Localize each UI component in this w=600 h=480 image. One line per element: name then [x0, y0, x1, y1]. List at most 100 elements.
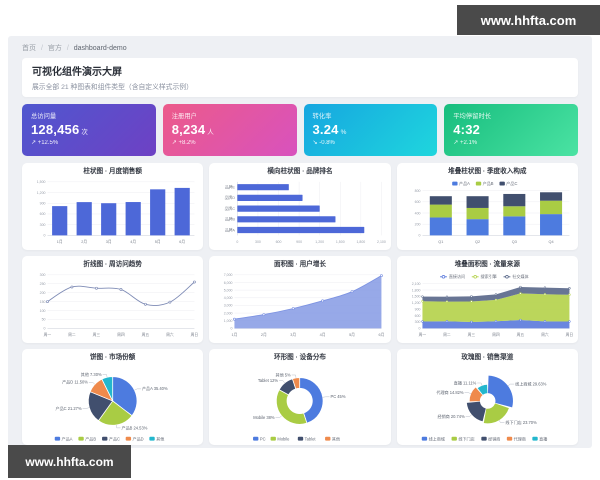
- bar[interactable]: [237, 226, 365, 233]
- chart-canvas-0[interactable]: 0 300 600 900 1,200 1,500 1月 2月 3月 4月 5月 6月: [27, 176, 198, 248]
- data-point[interactable]: [46, 299, 49, 303]
- chart-card: 横向柱状图 · 品牌排名 0 300 600 900 1,200 1,500 1,800 2,1…: [209, 162, 391, 250]
- rose-slice[interactable]: [477, 384, 488, 395]
- svg-text:Q1: Q1: [438, 240, 443, 244]
- legend-item[interactable]: 直播: [531, 435, 547, 441]
- stacked-bar-segment[interactable]: [502, 193, 525, 206]
- stat-delta: ↗ +12.5%: [31, 140, 59, 146]
- rose-slice[interactable]: [466, 401, 486, 421]
- legend-item[interactable]: Mobile: [270, 436, 291, 441]
- bar[interactable]: [237, 183, 290, 190]
- svg-text:6月: 6月: [179, 239, 185, 244]
- watermark-top: www.hhfta.com: [457, 5, 600, 35]
- svg-text:0: 0: [44, 326, 46, 330]
- legend-item[interactable]: 产品A: [451, 180, 470, 186]
- legend-item[interactable]: 其他: [149, 435, 164, 441]
- bar[interactable]: [76, 201, 92, 235]
- legend-item[interactable]: 产品C: [499, 180, 517, 186]
- legend-item[interactable]: PC: [253, 436, 266, 441]
- svg-text:300: 300: [40, 273, 46, 277]
- legend-item[interactable]: 产品B: [78, 435, 96, 441]
- legend-item[interactable]: 经销商: [480, 435, 500, 441]
- stacked-bar-segment[interactable]: [429, 204, 452, 217]
- legend-item[interactable]: 产品C: [102, 435, 120, 441]
- breadcrumb-section[interactable]: 官方: [47, 45, 62, 52]
- legend-item[interactable]: 搜索引擎: [471, 273, 497, 279]
- breadcrumb-separator: /: [66, 45, 69, 52]
- stacked-bar-segment[interactable]: [539, 200, 562, 214]
- svg-text:产品C: 产品C: [109, 435, 120, 441]
- legend-item[interactable]: 产品B: [475, 180, 493, 186]
- bar[interactable]: [237, 204, 321, 212]
- stacked-bar-segment[interactable]: [539, 191, 562, 201]
- bar[interactable]: [150, 188, 166, 235]
- legend-item[interactable]: 线下门店: [451, 435, 474, 441]
- chart-canvas-1[interactable]: 0 300 600 900 1,200 1,500 1,800 2,100 品牌E 品牌D 品牌C 品…: [214, 176, 386, 248]
- data-point[interactable]: [380, 273, 384, 277]
- data-point[interactable]: [350, 289, 354, 293]
- bar[interactable]: [125, 201, 141, 235]
- bar[interactable]: [52, 205, 68, 235]
- stacked-bar-segment[interactable]: [502, 215, 525, 235]
- data-point[interactable]: [119, 287, 123, 291]
- legend-item[interactable]: 产品A: [54, 435, 73, 441]
- legend-item[interactable]: 社交媒体: [503, 273, 528, 279]
- legend-item[interactable]: 代理商: [506, 435, 526, 441]
- data-point[interactable]: [144, 302, 147, 306]
- bar[interactable]: [101, 202, 117, 235]
- rose-slice[interactable]: [487, 375, 513, 407]
- donut-slice[interactable]: [276, 388, 308, 425]
- stacked-bar-segment[interactable]: [502, 205, 525, 216]
- breadcrumb-home[interactable]: 首页: [22, 45, 36, 52]
- data-point[interactable]: [70, 285, 74, 288]
- rose-slice[interactable]: [469, 387, 483, 401]
- legend-item[interactable]: 其他: [325, 435, 340, 441]
- stacked-bar-segment[interactable]: [466, 218, 489, 235]
- svg-text:品牌D: 品牌D: [225, 195, 236, 200]
- stat-label: 转化率: [312, 112, 332, 120]
- svg-text:搜索引擎: 搜索引擎: [480, 273, 496, 279]
- bar[interactable]: [174, 187, 190, 235]
- bar[interactable]: [237, 215, 336, 222]
- donut-slice[interactable]: [292, 376, 301, 389]
- svg-text:周三: 周三: [467, 332, 475, 337]
- chart-canvas-2[interactable]: 产品A 产品B 产品C 0 200 400 600 800 Q1 Q2 Q3 Q4: [402, 176, 573, 248]
- bar[interactable]: [237, 194, 303, 201]
- svg-text:周一: 周一: [418, 332, 426, 337]
- data-point[interactable]: [168, 300, 172, 304]
- chart-card: 堆叠面积图 · 流量来源 直接访问 搜索引擎 社交媒体 0 300 600 900 1,200 1…: [396, 255, 578, 343]
- svg-text:周二: 周二: [443, 332, 451, 337]
- stacked-bar-segment[interactable]: [466, 195, 489, 208]
- svg-text:周二: 周二: [68, 332, 76, 337]
- legend-item[interactable]: 产品D: [125, 435, 144, 441]
- stacked-bar-segment[interactable]: [466, 207, 489, 219]
- stacked-bar-segment[interactable]: [539, 213, 562, 235]
- svg-text:250: 250: [40, 282, 46, 286]
- svg-text:周日: 周日: [565, 332, 573, 337]
- svg-text:线下门店 23.70%: 线下门店 23.70%: [505, 419, 537, 425]
- legend-item[interactable]: 线上商城: [421, 435, 445, 441]
- stacked-bar-segment[interactable]: [429, 195, 452, 205]
- chart-canvas-5[interactable]: 直接访问 搜索引擎 社交媒体 0 300 600 900 1,200 1,500 1,800 2,1…: [402, 269, 573, 341]
- chart-canvas-6[interactable]: 产品A 35.40% 产品B 24.53% 产品C 21.27% 产品D 11.50%…: [27, 362, 198, 444]
- legend-item[interactable]: 直接访问: [439, 273, 465, 279]
- chart-canvas-8[interactable]: 线上商城 29.63% 线下门店 23.70% 经销商 20.74% 代理商 14.8…: [402, 362, 573, 444]
- data-point[interactable]: [262, 312, 266, 316]
- chart-card: 柱状图 · 月度销售额 0 300 600 900 1,200 1,500 1月 2月 3月 4月 5…: [22, 162, 204, 250]
- stacked-bar-segment[interactable]: [429, 216, 452, 235]
- data-point[interactable]: [193, 280, 196, 283]
- chart-canvas-7[interactable]: PC 45% Mobile 38% Tablet 12%其他 5% PC Mobile T…: [214, 362, 385, 444]
- rose-slice[interactable]: [483, 402, 509, 423]
- svg-text:150: 150: [40, 299, 46, 303]
- legend-item[interactable]: Tablet: [298, 436, 317, 441]
- chart-canvas-3[interactable]: 0 50 100 150 200 250 300 周一 周二 周三 周四 周五 周六 周日: [27, 269, 199, 341]
- svg-text:其他 5%: 其他 5%: [276, 371, 292, 377]
- data-point[interactable]: [95, 286, 98, 290]
- svg-text:其他: 其他: [332, 435, 340, 441]
- chart-canvas-4[interactable]: 0 1,000 2,000 3,000 4,000 5,000 6,000 7,000 1月 2月…: [214, 269, 385, 341]
- data-point[interactable]: [292, 306, 295, 310]
- data-point[interactable]: [321, 298, 325, 302]
- breadcrumb-current: dashboard-demo: [73, 45, 127, 52]
- data-point[interactable]: [233, 317, 237, 321]
- svg-text:100: 100: [40, 308, 46, 312]
